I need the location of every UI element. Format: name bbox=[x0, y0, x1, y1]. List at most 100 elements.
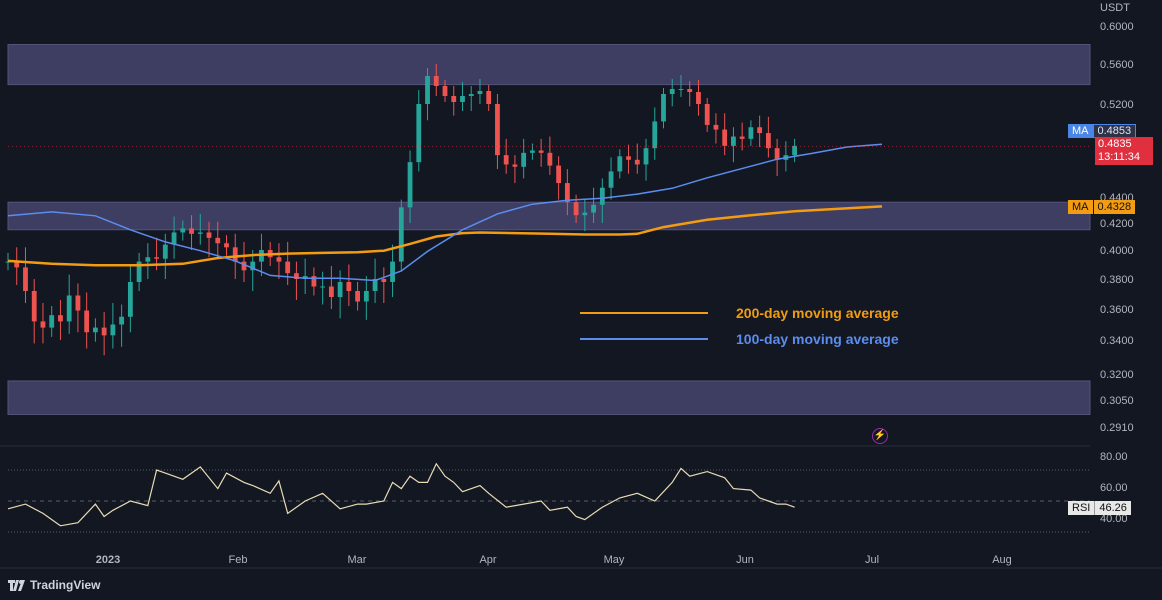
candle-body bbox=[556, 165, 562, 184]
ma200-tag: MA 0.4328 bbox=[1068, 200, 1136, 214]
rsi-y-tick-label: 40.00 bbox=[1100, 513, 1128, 525]
candle-body bbox=[425, 76, 430, 104]
candle-body bbox=[652, 121, 658, 149]
candle-body bbox=[617, 156, 623, 172]
candle-body bbox=[398, 207, 404, 262]
candle-body bbox=[713, 124, 719, 130]
candle-body bbox=[294, 273, 299, 279]
candle-body bbox=[477, 91, 483, 94]
legend-swatch-ma100 bbox=[580, 338, 708, 340]
tradingview-logo-icon bbox=[8, 577, 26, 591]
y-tick-label: 0.5200 bbox=[1100, 99, 1134, 111]
candle-body bbox=[49, 315, 55, 328]
candle-body bbox=[765, 133, 771, 149]
candle-body bbox=[162, 244, 168, 259]
candle-body bbox=[739, 136, 745, 139]
candle-body bbox=[197, 232, 203, 234]
candle-body bbox=[582, 212, 588, 216]
candle-body bbox=[285, 261, 291, 274]
rsi-tag-key: RSI bbox=[1068, 501, 1095, 515]
candle-body bbox=[547, 152, 553, 166]
ma100-line bbox=[7, 143, 883, 282]
x-tick-label: Apr bbox=[479, 554, 496, 566]
candle-body bbox=[521, 152, 527, 167]
price-tag: 0.4835 13:11:34 bbox=[1095, 137, 1153, 165]
candle-body bbox=[626, 156, 631, 160]
y-tick-label: 0.3050 bbox=[1100, 395, 1134, 407]
y-tick-label: 0.4200 bbox=[1100, 218, 1134, 230]
candle-body bbox=[320, 286, 326, 288]
legend-item-ma200: 200-day moving average bbox=[580, 300, 899, 326]
candle-body bbox=[529, 150, 535, 153]
ma200-line bbox=[7, 205, 883, 267]
x-tick-label: Jul bbox=[865, 554, 879, 566]
candle-body bbox=[722, 129, 728, 146]
x-tick-label: 2023 bbox=[96, 554, 120, 566]
candle-body bbox=[564, 183, 570, 203]
candle-body bbox=[460, 96, 465, 102]
candle-body bbox=[206, 232, 212, 238]
candle-body bbox=[101, 327, 107, 336]
candle-body bbox=[136, 261, 142, 282]
candle-body bbox=[328, 286, 334, 297]
legend-label-ma100: 100-day moving average bbox=[736, 331, 899, 347]
candle-body bbox=[66, 295, 72, 322]
candle-body bbox=[573, 202, 579, 216]
x-tick-label: May bbox=[604, 554, 625, 566]
y-tick-label: 0.6000 bbox=[1100, 21, 1134, 33]
currency-label: USDT bbox=[1100, 2, 1130, 14]
candle-body bbox=[276, 257, 282, 262]
rsi-y-tick-label: 80.00 bbox=[1100, 451, 1128, 463]
rsi-y-tick-label: 60.00 bbox=[1100, 482, 1128, 494]
lightning-icon[interactable]: ⚡ bbox=[872, 428, 888, 444]
y-tick-label: 0.3800 bbox=[1100, 274, 1134, 286]
candle-body bbox=[250, 261, 256, 271]
ma100-tag-key: MA bbox=[1068, 124, 1093, 138]
candle-body bbox=[241, 261, 247, 271]
y-tick-label: 0.3600 bbox=[1100, 304, 1134, 316]
candle-body bbox=[704, 104, 710, 125]
candle-body bbox=[215, 237, 221, 244]
candle-body bbox=[538, 150, 544, 153]
legend-swatch-ma200 bbox=[580, 312, 708, 314]
ma100-tag-value: 0.4853 bbox=[1092, 124, 1137, 138]
x-tick-label: Jun bbox=[736, 554, 754, 566]
x-tick-label: Feb bbox=[229, 554, 248, 566]
candle-body bbox=[407, 162, 413, 208]
sr-zone-2 bbox=[7, 380, 1091, 415]
sr-zone-0 bbox=[7, 44, 1091, 86]
candle-body bbox=[40, 321, 46, 328]
candle-body bbox=[591, 204, 596, 213]
candle-body bbox=[643, 148, 649, 165]
candle-body bbox=[634, 159, 640, 165]
candle-body bbox=[346, 282, 352, 291]
legend-item-ma100: 100-day moving average bbox=[580, 326, 899, 352]
candle-body bbox=[14, 261, 20, 268]
ma100-tag: MA 0.4853 bbox=[1068, 124, 1137, 138]
ma200-tag-key: MA bbox=[1068, 200, 1093, 214]
candle-body bbox=[599, 187, 605, 205]
candle-body bbox=[31, 291, 37, 322]
candle-body bbox=[503, 155, 509, 165]
candle-body bbox=[224, 243, 229, 248]
ma200-tag-value: 0.4328 bbox=[1092, 200, 1136, 214]
candle-body bbox=[495, 104, 500, 156]
candle-body bbox=[416, 104, 422, 163]
candle-body bbox=[232, 247, 238, 262]
rsi-line bbox=[7, 462, 795, 527]
y-tick-label: 0.3400 bbox=[1100, 335, 1134, 347]
candle-body bbox=[23, 267, 28, 291]
candle-body bbox=[757, 127, 763, 134]
candle-body bbox=[608, 171, 614, 188]
candle-body bbox=[75, 295, 81, 311]
candle-body bbox=[372, 279, 378, 291]
candle-body bbox=[145, 257, 151, 262]
y-tick-label: 0.3200 bbox=[1100, 369, 1134, 381]
candle-body bbox=[678, 89, 684, 90]
y-tick-label: 0.2910 bbox=[1100, 422, 1134, 434]
candle-body bbox=[180, 228, 186, 233]
tradingview-brand[interactable]: TradingView bbox=[8, 577, 100, 592]
candle-body bbox=[154, 257, 159, 259]
